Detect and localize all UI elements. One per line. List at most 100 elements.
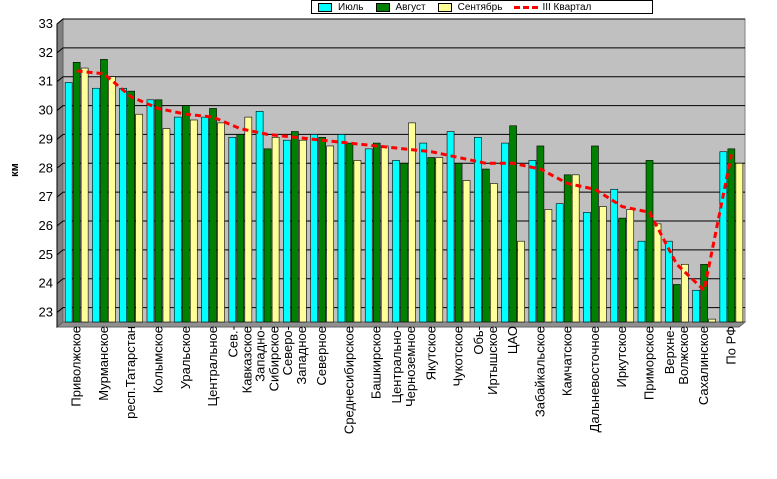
- legend-label-september: Сентябрь: [457, 1, 503, 13]
- gridline-side: [56, 105, 64, 111]
- x-tick-label-line: Обь-: [471, 326, 486, 355]
- bar-1: [419, 142, 428, 323]
- gridline-side: [56, 278, 64, 285]
- legend-label-august: Август: [395, 1, 426, 13]
- bar-1: [92, 87, 100, 323]
- legend-swatch-quarter: [514, 5, 539, 9]
- bar-3: [299, 139, 307, 323]
- x-tick-label-line: Иртышское: [485, 326, 500, 395]
- x-tick-label-line: Северо-: [280, 326, 295, 375]
- bar-2: [618, 217, 627, 323]
- bar-3: [517, 240, 525, 323]
- x-tick-label: ЦАО: [505, 326, 520, 354]
- bar-1: [119, 87, 127, 323]
- bar-2: [400, 162, 408, 323]
- x-tick-label: Дальневосточное: [587, 326, 602, 432]
- gridline-side: [56, 47, 64, 54]
- y-tick-label: 29: [39, 131, 53, 146]
- x-tick-label: По РФ: [723, 326, 738, 365]
- bar-2: [318, 137, 326, 323]
- x-tick-label-line: Северное: [314, 326, 329, 385]
- bar-3: [135, 113, 143, 323]
- bar-2: [536, 145, 545, 323]
- bar-1: [528, 160, 537, 323]
- y-tick-label: 23: [39, 305, 53, 320]
- legend-label-quarter: III Квартал: [542, 1, 592, 13]
- bar-3: [626, 209, 635, 323]
- bar-2: [482, 168, 490, 323]
- x-tick-label: Забайкальское: [532, 326, 547, 417]
- bar-3: [571, 174, 580, 323]
- x-tick-label-line: Приморское: [642, 326, 657, 400]
- bar-1: [255, 111, 264, 323]
- bar-2: [209, 108, 217, 323]
- bar-1: [637, 240, 646, 323]
- gridline-side: [56, 76, 64, 83]
- bar-2: [236, 134, 245, 323]
- bar-3: [462, 180, 471, 323]
- x-tick-label: Приморское: [642, 326, 657, 400]
- x-tick-label: Чукотское: [451, 326, 466, 387]
- x-tick-label: респ.Татарстан: [123, 326, 138, 419]
- bar-1: [692, 289, 700, 323]
- x-tick-label-line: Черноземное: [403, 326, 418, 407]
- bar-3: [708, 318, 716, 323]
- x-tick-label-line: Камчатское: [560, 326, 575, 396]
- bar-3: [80, 67, 89, 323]
- bar-2: [154, 99, 163, 323]
- x-tick-label-line: респ.Татарстан: [123, 326, 138, 419]
- x-tick-label-line: Волжское: [676, 326, 691, 385]
- x-tick-label-line: Забайкальское: [532, 326, 547, 417]
- x-tick-label: Северо- Западное: [280, 326, 309, 385]
- x-tick-label-line: ЦАО: [505, 326, 520, 354]
- bar-2: [263, 148, 272, 323]
- gridline-side: [56, 307, 64, 313]
- x-tick-label: Башкирское: [369, 326, 384, 399]
- bar-3: [680, 263, 689, 323]
- bar-3: [735, 162, 744, 323]
- bar-2: [454, 162, 463, 323]
- bar-2: [72, 61, 81, 323]
- bar-1: [173, 116, 182, 323]
- legend-item-quarter: III Квартал: [514, 2, 591, 13]
- x-tick-label-line: Западно-: [253, 326, 268, 382]
- bar-1: [664, 240, 673, 323]
- bar-2: [427, 157, 436, 323]
- x-tick-label-line: Колымское: [150, 326, 165, 393]
- x-tick-label-line: Якутское: [423, 326, 438, 380]
- bar-1: [201, 116, 209, 323]
- x-tick-label-line: Центрально-: [389, 326, 404, 404]
- bar-1: [719, 151, 728, 323]
- x-tick-label: Среднесибирское: [341, 326, 356, 434]
- x-tick-label: Западно- Сибирское: [253, 326, 282, 391]
- bar-2: [372, 142, 381, 323]
- x-tick-label: Сахалинское: [696, 326, 711, 405]
- y-tick-label: 25: [39, 247, 53, 262]
- bar-1: [392, 160, 400, 323]
- gridline-side: [56, 162, 64, 169]
- x-tick-label: Иркутское: [614, 326, 629, 388]
- x-tick-label-line: Кавказское: [239, 326, 254, 393]
- bar-3: [653, 223, 662, 323]
- bar-1: [364, 148, 373, 323]
- x-tick-label: Мурманское: [96, 326, 111, 401]
- bar-1: [446, 131, 455, 323]
- bar-1: [64, 82, 73, 323]
- bar-3: [380, 145, 389, 323]
- bar-3: [162, 128, 171, 323]
- legend-item-september: Сентябрь: [437, 1, 503, 13]
- y-tick-label: 31: [39, 74, 53, 89]
- bar-2: [591, 145, 599, 323]
- x-tick-label: Якутское: [423, 326, 438, 380]
- x-tick-label-line: Сибирское: [267, 326, 282, 391]
- x-tick-label-line: Западное: [294, 326, 309, 385]
- bar-3: [217, 122, 225, 323]
- quarter-line: [76, 69, 733, 294]
- gridline-side: [56, 220, 64, 227]
- x-tick-label: Северное: [314, 326, 329, 385]
- gridline-side: [56, 18, 64, 25]
- bar-2: [181, 105, 190, 323]
- legend-label-july: Июль: [338, 1, 364, 13]
- x-tick-label: Обь- Иртышское: [471, 326, 500, 395]
